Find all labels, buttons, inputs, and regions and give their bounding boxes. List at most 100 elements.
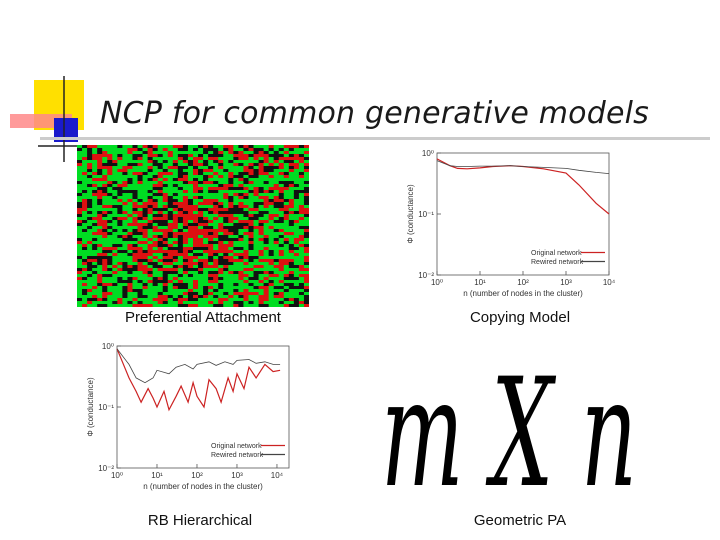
heatmap-cell [82, 247, 88, 251]
heatmap-cell [182, 169, 189, 173]
heatmap-cell [263, 214, 270, 218]
heatmap-cell [82, 268, 88, 272]
heatmap-cell [278, 145, 285, 149]
heatmap-cell [258, 283, 265, 287]
heatmap-cell [112, 148, 118, 152]
heatmap-cell [273, 238, 280, 242]
heatmap-cell [243, 292, 249, 296]
heatmap-cell [112, 187, 118, 191]
heatmap-cell [288, 238, 295, 242]
heatmap-cell [177, 223, 184, 227]
heatmap-cell [172, 175, 179, 179]
heatmap-cell [77, 235, 83, 239]
heatmap-cell [142, 247, 149, 251]
heatmap-cell [87, 253, 93, 257]
heatmap-cell [218, 178, 224, 182]
heatmap-cell [238, 157, 244, 161]
heatmap-cell [283, 289, 290, 293]
heatmap-cell [263, 304, 270, 307]
heatmap-cell [102, 295, 108, 299]
heatmap-cell [248, 145, 254, 149]
heatmap-cell [233, 160, 239, 164]
heatmap-cell [193, 235, 199, 239]
heatmap-cell [137, 262, 143, 266]
heatmap-cell [142, 178, 149, 182]
heatmap-cell [258, 250, 265, 254]
heatmap-cell [127, 265, 133, 269]
heatmap-cell [97, 160, 103, 164]
heatmap-cell [233, 274, 239, 278]
heatmap-cell [132, 304, 138, 307]
heatmap-cell [112, 265, 118, 269]
heatmap-cell [107, 175, 113, 179]
heatmap-cell [102, 145, 108, 149]
heatmap-cell [283, 166, 290, 170]
heatmap-cell [157, 202, 164, 206]
heatmap-cell [107, 289, 113, 293]
heatmap-cell [288, 271, 295, 275]
heatmap-cell [213, 271, 219, 275]
heatmap-cell [243, 154, 249, 158]
heatmap-cell [258, 163, 265, 167]
heatmap-cell [303, 187, 309, 191]
heatmap-cell [238, 286, 244, 290]
heatmap-cell [273, 244, 280, 248]
heatmap-cell [97, 241, 103, 245]
heatmap-cell [87, 226, 93, 230]
heatmap-cell [293, 160, 300, 164]
heatmap-cell [223, 229, 229, 233]
heatmap-cell [193, 262, 199, 266]
heatmap-cell [288, 154, 295, 158]
heatmap-cell [112, 160, 118, 164]
heatmap-cell [102, 199, 108, 203]
heatmap-cell [102, 169, 108, 173]
heatmap-cell [263, 292, 270, 296]
heatmap-cell [132, 265, 138, 269]
heatmap-cell [273, 193, 280, 197]
heatmap-cell [233, 202, 239, 206]
heatmap-cell [298, 238, 305, 242]
heatmap-cell [97, 172, 103, 176]
heatmap-cell [117, 286, 123, 290]
heatmap-cell [298, 190, 305, 194]
heatmap-cell [77, 211, 83, 215]
heatmap-cell [193, 151, 199, 155]
heatmap-cell [102, 217, 108, 221]
heatmap-cell [238, 262, 244, 266]
heatmap-cell [92, 217, 98, 221]
heatmap-cell [177, 181, 184, 185]
heatmap-cell [288, 202, 295, 206]
heatmap-cell [92, 190, 98, 194]
heatmap-cell [298, 166, 305, 170]
heatmap-cell [193, 175, 199, 179]
heatmap-cell [92, 277, 98, 281]
heatmap-cell [228, 250, 234, 254]
heatmap-cell [283, 160, 290, 164]
heatmap-cell [112, 268, 118, 272]
heatmap-cell [223, 244, 229, 248]
heatmap-cell [198, 148, 204, 152]
heatmap-cell [157, 223, 164, 227]
heatmap-cell [303, 211, 309, 215]
heatmap-cell [253, 169, 259, 173]
heatmap-cell [107, 268, 113, 272]
heatmap-cell [303, 292, 309, 296]
heatmap-cell [288, 184, 295, 188]
heatmap-cell [152, 220, 159, 224]
heatmap-cell [293, 238, 300, 242]
heatmap-cell [203, 187, 209, 191]
heatmap-cell [298, 253, 305, 257]
heatmap-cell [102, 187, 108, 191]
heatmap-cell [82, 148, 88, 152]
heatmap-cell [228, 277, 234, 281]
heatmap-cell [278, 253, 285, 257]
heatmap-cell [147, 286, 154, 290]
heatmap-cell [87, 172, 93, 176]
heatmap-cell [238, 244, 244, 248]
heatmap-cell [233, 154, 239, 158]
heatmap-cell [177, 157, 184, 161]
heatmap-cell [152, 241, 159, 245]
heatmap-cell [102, 211, 108, 215]
heatmap-cell [147, 292, 154, 296]
heatmap-cell [253, 172, 259, 176]
